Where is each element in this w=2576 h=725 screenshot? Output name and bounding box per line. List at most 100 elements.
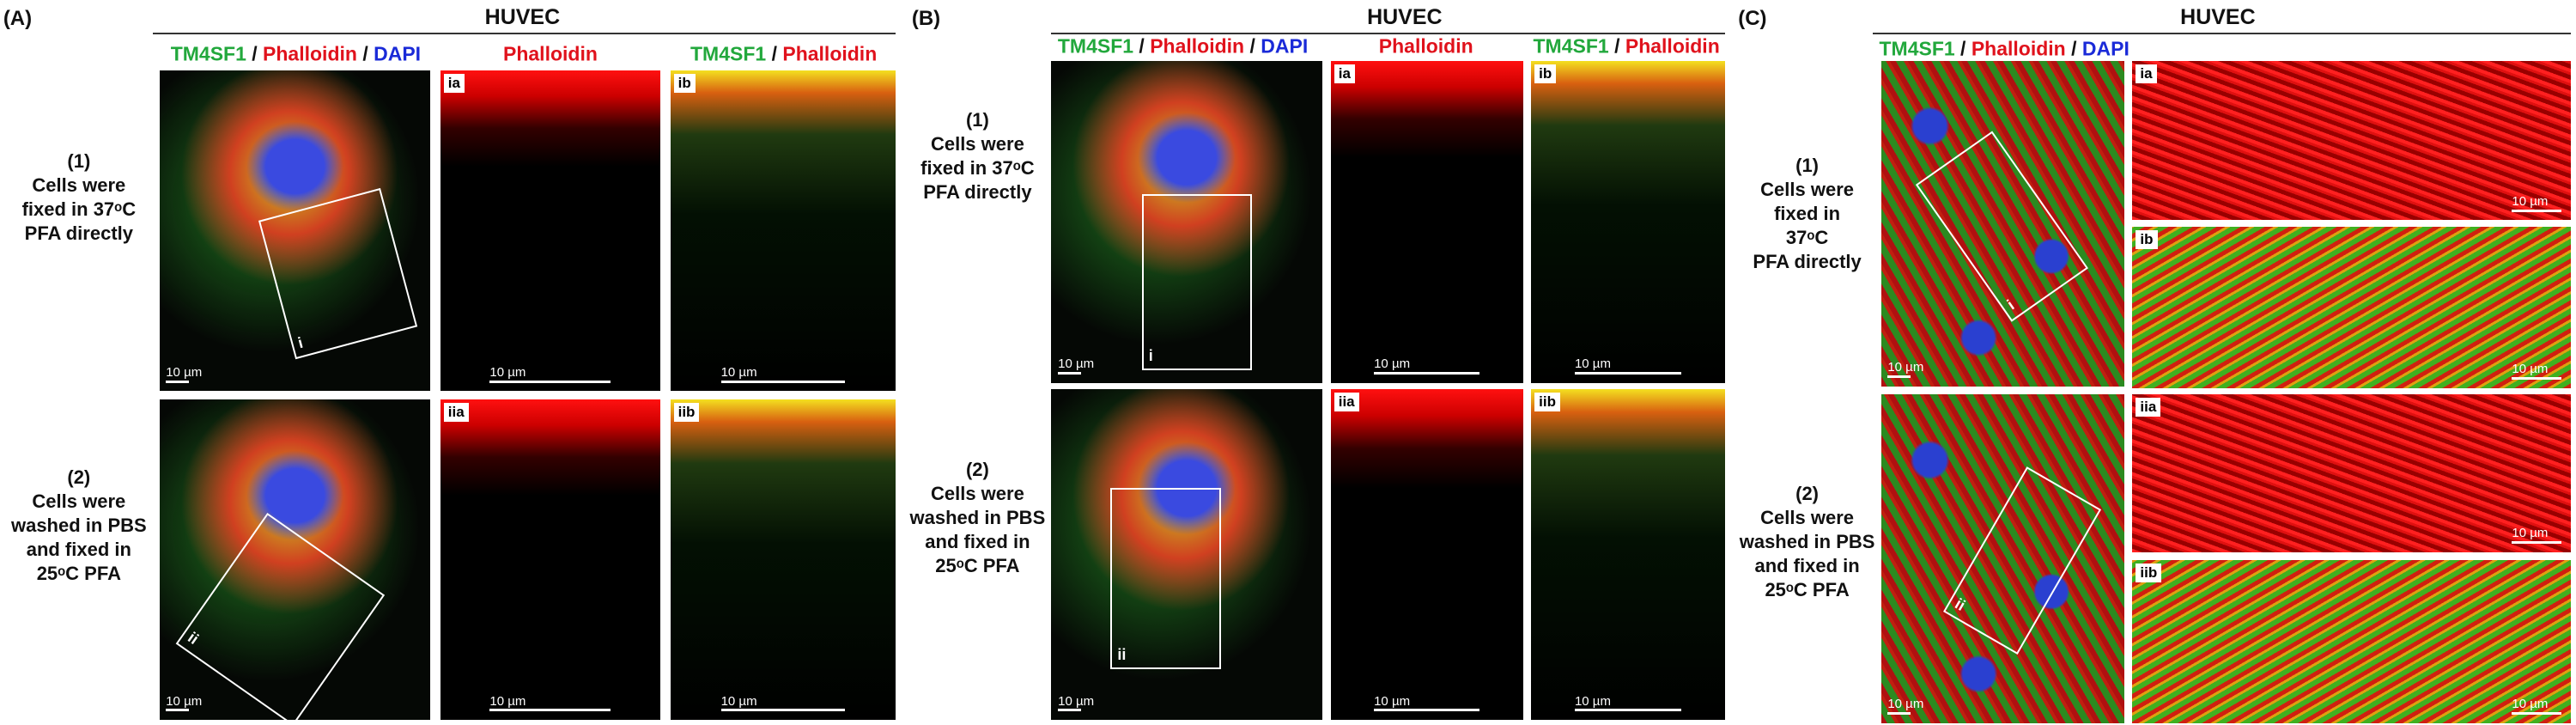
header-part: DAPI [374, 42, 422, 65]
header-part: TM4SF1 [1879, 37, 1955, 60]
row-label-line: (2) [1795, 483, 1820, 505]
micrograph: i 10 µm [1051, 60, 1323, 383]
column-header: TM4SF1 / Phalloidin [1534, 34, 1720, 58]
micrograph: i 10 µm [159, 70, 431, 392]
panel-tag: iib [1534, 393, 1560, 412]
region-box: ii [1943, 466, 2102, 655]
scale-label: 10 µm [489, 364, 526, 380]
scale-label: 10 µm [1574, 356, 1611, 372]
header-part: Phalloidin [502, 42, 598, 65]
panel-tag: ib [1534, 64, 1557, 83]
header-part: / [246, 42, 264, 65]
row-label-line: PFA directly [24, 222, 133, 244]
micrograph: ib 10 µm [2132, 227, 2572, 388]
panel-tag: iia [1334, 393, 1359, 412]
title-rule [1873, 33, 2572, 35]
row-label: (1) Cells were fixed in 37ᵒC PFA directly [1753, 154, 1861, 274]
micrograph: ii 10 µm [1051, 389, 1323, 720]
header-part: DAPI [2081, 37, 2129, 60]
region-box: i [1915, 131, 2089, 323]
micrograph: ia 10 µm [1330, 60, 1523, 383]
row-label-line: (2) [67, 466, 91, 489]
row-label: (2) Cells were washed in PBS and fixed in 25… [1740, 482, 1875, 602]
column-header: TM4SF1 / Phalloidin / DAPI [1058, 34, 1308, 58]
header-part: TM4SF1 [690, 42, 767, 65]
scale-bar [1574, 709, 1682, 712]
panel-tag: ia [443, 74, 465, 94]
scale-label: 10 µm [1058, 693, 1095, 709]
panel-title: HUVEC [1367, 4, 1443, 29]
scale-bar [1574, 372, 1682, 375]
scale-bar [1058, 372, 1081, 375]
scale-bar [1374, 709, 1480, 712]
micrograph: ii 10 µm [159, 399, 431, 720]
column-header: Phalloidin [503, 43, 598, 66]
row-label-line: Cells were [930, 132, 1024, 155]
scale-bar [489, 709, 611, 712]
micrograph: ia 10 µm [440, 70, 661, 392]
scale-label: 10 µm [489, 693, 526, 709]
micrograph: iib 10 µm [670, 399, 896, 720]
micrograph: ii 10 µm [1880, 394, 2124, 723]
panel-tag: iib [2136, 564, 2162, 583]
row-label-line: fixed in 37ᵒC [21, 198, 137, 220]
row-label-line: washed in PBS [1739, 531, 1875, 553]
row-label-line: washed in PBS [10, 515, 147, 537]
header-part: / [2065, 37, 2082, 60]
scale-label: 10 µm [720, 364, 757, 380]
row-label-line: 25ᵒC PFA [1765, 579, 1850, 601]
region-box: ii [175, 512, 385, 720]
region-tag: i [1148, 346, 1153, 364]
region-tag: ii [1952, 594, 1969, 615]
scale-bar [720, 709, 845, 712]
scale-label: 10 µm [2512, 362, 2549, 377]
column-header: TM4SF1 / Phalloidin / DAPI [171, 43, 421, 66]
panel-label: (A) [3, 6, 33, 30]
header-part: / [1244, 34, 1261, 58]
region-tag: i [2003, 296, 2018, 314]
micrograph: iia 10 µm [440, 399, 661, 720]
row-label-line: 37ᵒC [1785, 226, 1829, 248]
micrograph: iia 10 µm [2132, 394, 2572, 552]
region-tag: i [295, 333, 305, 352]
title-rule [1051, 33, 1725, 35]
scale-label: 10 µm [1374, 356, 1411, 372]
scale-label: 10 µm [166, 364, 203, 380]
column-header: TM4SF1 / Phalloidin / DAPI [1879, 38, 2129, 61]
row-label-line: fixed in 37ᵒC [920, 156, 1035, 179]
scale-label: 10 µm [2512, 697, 2549, 712]
scale-bar [2512, 541, 2561, 545]
header-part: Phalloidin [1150, 34, 1245, 58]
row-label: (2) Cells were washed in PBS and fixed in 25… [910, 458, 1046, 578]
region-box: ii [1110, 488, 1221, 669]
scale-label: 10 µm [1887, 360, 1924, 375]
scale-label: 10 µm [1574, 693, 1611, 709]
scale-bar [720, 380, 845, 383]
scale-bar [1058, 709, 1081, 712]
region-box: i [1141, 193, 1253, 370]
row-label: (1) Cells were fixed in 37ᵒC PFA directly [920, 108, 1035, 204]
panel-label: (B) [911, 6, 941, 30]
row-label-line: Cells were [32, 174, 126, 196]
header-part: DAPI [1261, 34, 1309, 58]
scale-bar [166, 709, 189, 712]
row-label-line: PFA directly [923, 180, 1032, 203]
row-label-line: (2) [965, 458, 989, 480]
micrograph: ib 10 µm [670, 70, 896, 392]
region-tag: ii [185, 628, 203, 648]
scale-label: 10 µm [1058, 356, 1095, 372]
panel-tag: ib [2136, 230, 2158, 250]
panel-tag: iia [443, 402, 469, 422]
panel-tag: ib [673, 74, 696, 94]
scale-label: 10 µm [1374, 693, 1411, 709]
header-part: TM4SF1 [1057, 34, 1134, 58]
panel-title: HUVEC [484, 4, 561, 29]
column-header: Phalloidin [1379, 34, 1473, 58]
header-part: TM4SF1 [1533, 34, 1609, 58]
row-label-line: (1) [1795, 154, 1820, 176]
micrograph: iib 10 µm [2132, 560, 2572, 723]
row-label: (1) Cells were fixed in 37ᵒC PFA directly [22, 149, 137, 246]
title-rule [152, 33, 896, 35]
row-label-line: Cells were [1760, 178, 1854, 200]
